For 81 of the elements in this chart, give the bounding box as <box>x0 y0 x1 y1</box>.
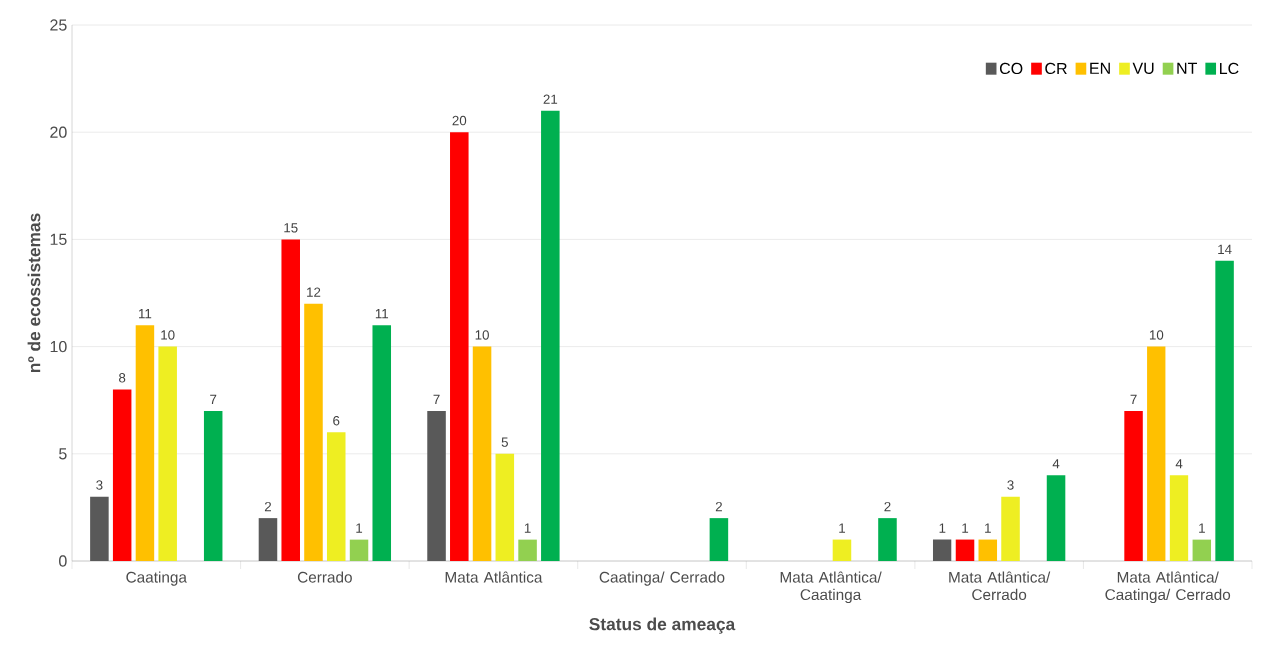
data-label: 6 <box>333 416 340 426</box>
data-label: 7 <box>433 394 440 404</box>
bar <box>281 239 300 561</box>
bar <box>372 325 392 561</box>
bar <box>495 453 515 561</box>
data-label: 3 <box>1007 480 1014 490</box>
bar <box>878 518 897 561</box>
data-label: 8 <box>119 373 126 383</box>
bar <box>112 389 132 561</box>
data-label: 15 <box>284 223 298 233</box>
legend-label: NT <box>1177 62 1198 74</box>
bar <box>932 539 952 561</box>
bar <box>349 539 369 561</box>
data-label: 10 <box>1149 330 1164 340</box>
bar <box>1215 260 1234 561</box>
data-label: 20 <box>452 115 467 126</box>
data-label: 7 <box>1130 394 1137 404</box>
bar <box>326 432 346 561</box>
y-tick-label: 20 <box>50 126 67 138</box>
data-label: 10 <box>161 330 175 340</box>
data-label: 2 <box>264 501 272 512</box>
bar <box>709 518 729 561</box>
bar <box>427 410 446 561</box>
y-tick-label: 10 <box>50 340 67 353</box>
bar <box>1192 539 1212 561</box>
bar <box>832 539 852 561</box>
data-label: 3 <box>96 480 103 490</box>
data-label: 14 <box>1218 244 1232 254</box>
x-tick-label: Caatinga <box>126 571 187 586</box>
y-tick-label: 15 <box>50 233 67 245</box>
x-tick-label: Caatinga/ Cerrado <box>599 571 725 586</box>
x-tick-label: Mata Atlântica/ Caatinga/ Cerrado <box>1105 571 1231 604</box>
x-tick-label: Mata Atlântica/ Caatinga <box>780 571 882 604</box>
bar <box>518 539 537 561</box>
data-label: 1 <box>962 523 969 533</box>
data-label: 2 <box>715 501 722 512</box>
x-tick-label: Mata Atlântica/ Cerrado <box>949 571 1051 601</box>
bar <box>1169 475 1189 561</box>
data-label: 4 <box>1175 459 1183 469</box>
data-label: 7 <box>210 394 217 404</box>
data-label: 5 <box>501 437 508 447</box>
y-tick-label: 25 <box>50 19 67 31</box>
legend-label: LC <box>1220 62 1239 75</box>
data-label: 4 <box>1052 459 1060 469</box>
x-tick-label: Mata Atlântica <box>445 571 543 583</box>
bar <box>135 325 155 561</box>
legend-label: CR <box>1045 62 1067 75</box>
bar <box>541 110 560 561</box>
data-label: 21 <box>543 94 558 104</box>
legend-label: CO <box>999 62 1023 75</box>
bar <box>472 346 492 561</box>
data-label: 1 <box>524 523 531 533</box>
data-label: 11 <box>139 309 152 319</box>
data-label: 2 <box>884 501 891 512</box>
data-label: 1 <box>356 523 363 533</box>
x-axis-title: Status de ameaça <box>589 617 736 634</box>
legend-label: EN <box>1090 62 1110 74</box>
bar <box>955 539 975 561</box>
data-label: 1 <box>839 523 846 533</box>
data-label: 12 <box>307 287 321 297</box>
bar <box>450 132 469 561</box>
y-axis-title: nº de ecossistemas <box>27 213 41 373</box>
bar <box>90 496 109 561</box>
x-tick-label: Cerrado <box>297 571 352 583</box>
y-tick-label: 5 <box>59 448 67 460</box>
data-label: 1 <box>939 523 946 533</box>
bar <box>304 303 323 561</box>
data-label: 1 <box>985 523 991 533</box>
data-label: 10 <box>475 330 489 340</box>
bar <box>978 539 998 561</box>
bar <box>158 346 177 561</box>
y-tick-label: 0 <box>59 555 67 567</box>
bar <box>1124 410 1143 561</box>
bar <box>1001 496 1020 561</box>
data-label: 11 <box>375 309 389 319</box>
data-label: 1 <box>1199 523 1205 533</box>
bar <box>203 410 223 561</box>
bar <box>1147 346 1166 561</box>
bar <box>258 518 278 561</box>
bar <box>1046 475 1066 561</box>
legend-label: VU <box>1132 62 1154 74</box>
